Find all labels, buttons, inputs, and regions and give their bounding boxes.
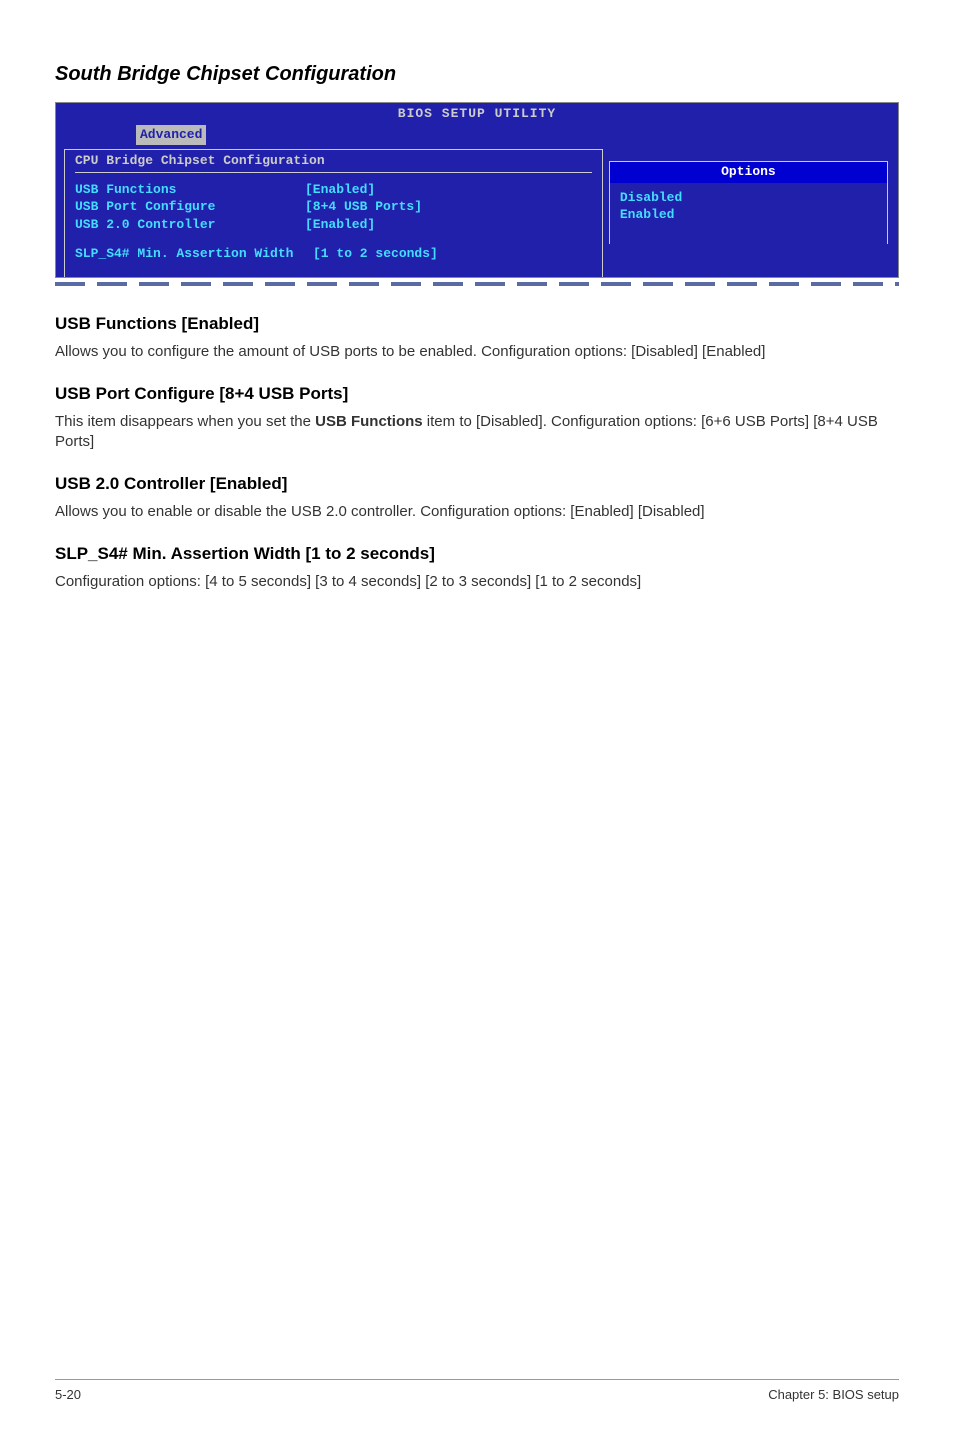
- section-heading-usb-port-configure: USB Port Configure [8+4 USB Ports]: [55, 382, 899, 406]
- dashed-rule: [55, 282, 899, 286]
- bios-row-usb-functions[interactable]: USB Functions [Enabled]: [75, 181, 592, 199]
- page-footer: 5-20 Chapter 5: BIOS setup: [55, 1379, 899, 1404]
- bios-row-value: [Enabled]: [305, 216, 592, 234]
- bios-row-value: [8+4 USB Ports]: [305, 198, 592, 216]
- bios-row-usb-port-configure[interactable]: USB Port Configure [8+4 USB Ports]: [75, 198, 592, 216]
- section-body-usb-port-configure: This item disappears when you set the US…: [55, 412, 899, 453]
- bios-tab-advanced[interactable]: Advanced: [136, 125, 206, 145]
- bios-row-usb-2-controller[interactable]: USB 2.0 Controller [Enabled]: [75, 216, 592, 234]
- bios-options-body: Disabled Enabled: [609, 183, 888, 244]
- footer-chapter: Chapter 5: BIOS setup: [768, 1386, 899, 1404]
- bios-row-value: [Enabled]: [305, 181, 592, 199]
- bios-option-disabled[interactable]: Disabled: [620, 189, 877, 207]
- bios-title: BIOS SETUP UTILITY: [56, 103, 898, 125]
- bios-row-label: USB 2.0 Controller: [75, 216, 305, 234]
- section-heading-usb-2-controller: USB 2.0 Controller [Enabled]: [55, 472, 899, 496]
- bios-body: CPU Bridge Chipset Configuration USB Fun…: [56, 149, 898, 276]
- bios-panel: BIOS SETUP UTILITY Advanced CPU Bridge C…: [55, 102, 899, 278]
- bios-row-slp-s4[interactable]: SLP_S4# Min. Assertion Width [1 to 2 sec…: [75, 245, 592, 263]
- bios-option-enabled[interactable]: Enabled: [620, 206, 877, 224]
- section-body-usb-2-controller: Allows you to enable or disable the USB …: [55, 502, 899, 522]
- bios-right-pane: Options Disabled Enabled: [609, 149, 898, 276]
- bios-left-pane: CPU Bridge Chipset Configuration USB Fun…: [64, 149, 603, 276]
- footer-page-number: 5-20: [55, 1386, 81, 1404]
- body-text-prefix: This item disappears when you set the: [55, 413, 315, 430]
- section-body-slp-s4: Configuration options: [4 to 5 seconds] …: [55, 572, 899, 592]
- bios-row-label: USB Functions: [75, 181, 305, 199]
- body-text-bold: USB Functions: [315, 413, 423, 430]
- bios-tab-row: Advanced: [56, 125, 898, 149]
- section-body-usb-functions: Allows you to configure the amount of US…: [55, 342, 899, 362]
- bios-row-label: USB Port Configure: [75, 198, 305, 216]
- page-heading: South Bridge Chipset Configuration: [55, 60, 899, 88]
- bios-row-value: [1 to 2 seconds]: [313, 245, 592, 263]
- bios-options-header: Options: [609, 161, 888, 182]
- bios-section-title: CPU Bridge Chipset Configuration: [75, 152, 592, 172]
- section-heading-slp-s4: SLP_S4# Min. Assertion Width [1 to 2 sec…: [55, 542, 899, 566]
- spacer: [75, 233, 592, 245]
- section-heading-usb-functions: USB Functions [Enabled]: [55, 312, 899, 336]
- bios-row-label: SLP_S4# Min. Assertion Width: [75, 245, 313, 263]
